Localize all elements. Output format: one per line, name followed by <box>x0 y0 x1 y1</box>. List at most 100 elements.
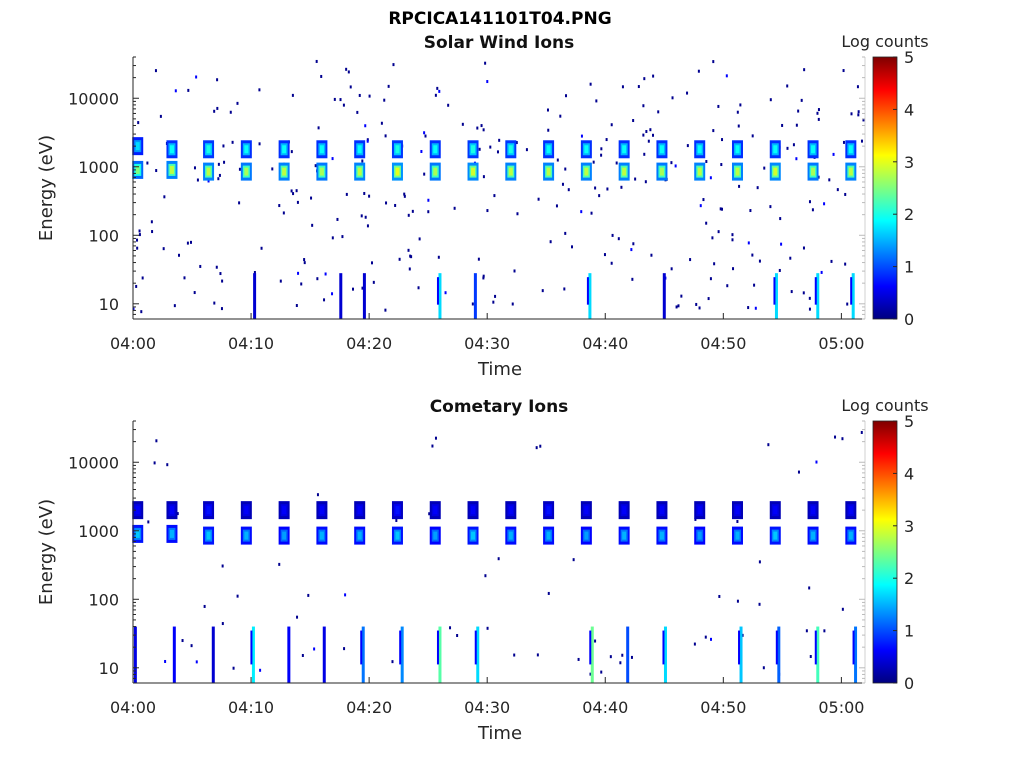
noise-dot <box>610 123 613 127</box>
data-point-core <box>773 145 778 154</box>
data-point-core <box>206 506 211 515</box>
data-point-core <box>697 145 702 154</box>
noise-dot <box>595 99 598 103</box>
noise-dot <box>751 134 754 138</box>
noise-dot <box>680 294 683 298</box>
data-point <box>807 140 819 159</box>
noise-dot <box>580 210 583 214</box>
noise-dot <box>781 123 784 127</box>
noise-dot <box>310 196 313 200</box>
data-point-core <box>622 167 627 176</box>
noise-dot <box>341 235 344 239</box>
x-tick-label: 04:50 <box>700 334 746 353</box>
noise-dot <box>323 298 326 302</box>
noise-dot <box>689 258 692 262</box>
data-point-core <box>169 529 174 538</box>
noise-dot <box>476 126 479 130</box>
data-point <box>429 501 441 520</box>
data-point-core <box>282 506 287 515</box>
noise-dot <box>424 134 427 138</box>
data-point <box>543 501 555 520</box>
noise-dot <box>366 138 369 142</box>
data-point <box>278 162 290 181</box>
colorbar-tick-label: 5 <box>904 412 914 431</box>
streak-mark <box>172 626 176 683</box>
data-point-core <box>244 145 249 154</box>
streak-mark-side <box>436 277 439 305</box>
data-point <box>429 526 441 545</box>
noise-dot <box>567 188 570 192</box>
streak-mark <box>251 626 255 683</box>
noise-dot <box>856 85 859 89</box>
y-tick-label: 10000 <box>68 89 119 108</box>
data-point <box>467 162 479 181</box>
data-point <box>618 140 630 159</box>
data-point <box>316 501 328 520</box>
data-point <box>807 526 819 545</box>
noise-dot <box>331 157 334 161</box>
noise-dot <box>282 211 285 215</box>
noise-dot <box>360 214 363 218</box>
data-point <box>731 526 743 545</box>
data-point-core <box>135 506 140 515</box>
noise-dot <box>407 248 410 252</box>
noise-dot <box>195 660 198 664</box>
noise-dot <box>271 167 274 171</box>
noise-dot <box>720 163 723 167</box>
x-tick-label: 04:10 <box>228 698 274 717</box>
noise-dot <box>408 267 411 271</box>
data-point-core <box>546 167 551 176</box>
noise-dot <box>621 85 624 89</box>
noise-dot <box>486 626 489 630</box>
colorbar-label: Log counts <box>841 32 928 51</box>
noise-dot <box>721 207 724 211</box>
noise-dot <box>790 290 793 294</box>
noise-dot <box>677 304 680 308</box>
noise-dot <box>190 644 193 648</box>
data-point <box>429 140 441 159</box>
noise-dot <box>705 160 708 164</box>
noise-dot <box>456 634 459 638</box>
noise-dot <box>193 291 196 295</box>
data-point-core <box>773 167 778 176</box>
noise-dot <box>719 207 722 211</box>
noise-dot <box>820 270 823 274</box>
streak-mark <box>438 626 442 683</box>
noise-dot <box>778 268 781 272</box>
colorbar-tick-label: 3 <box>904 517 914 536</box>
noise-dot <box>336 217 339 221</box>
streak-mark-side <box>814 277 817 305</box>
noise-dot <box>420 149 423 153</box>
data-point <box>203 162 215 181</box>
streak-mark <box>287 626 291 683</box>
y-tick-label: 1000 <box>78 522 119 541</box>
noise-dot <box>199 264 202 268</box>
data-point-core <box>206 531 211 540</box>
data-point <box>769 526 781 545</box>
y-axis-label: Energy (eV) <box>36 499 57 605</box>
noise-dot <box>547 591 550 595</box>
data-point-core <box>659 531 664 540</box>
x-ticks: 04:00 04:10 04:20 04:30 04:40 04:50 05:00 <box>110 313 864 353</box>
noise-dot <box>857 110 860 114</box>
noise-dot <box>515 141 518 145</box>
noise-dot <box>846 302 849 306</box>
noise-dot <box>736 519 739 523</box>
data-point-core <box>395 531 400 540</box>
noise-dot <box>484 574 487 578</box>
noise-dot <box>741 633 744 637</box>
energy-band-marks <box>132 137 857 181</box>
data-point <box>278 140 290 159</box>
noise-dot <box>832 152 835 156</box>
noise-dot <box>642 133 645 137</box>
colorbar-tick-label: 3 <box>904 153 914 172</box>
noise-dot <box>403 192 406 196</box>
data-point-core <box>735 145 740 154</box>
noise-dot <box>747 241 750 245</box>
data-point <box>203 501 215 520</box>
noise-dot <box>652 74 655 78</box>
noise-dot <box>817 108 820 112</box>
noise-dot <box>434 93 437 97</box>
noise-dot <box>561 182 564 186</box>
